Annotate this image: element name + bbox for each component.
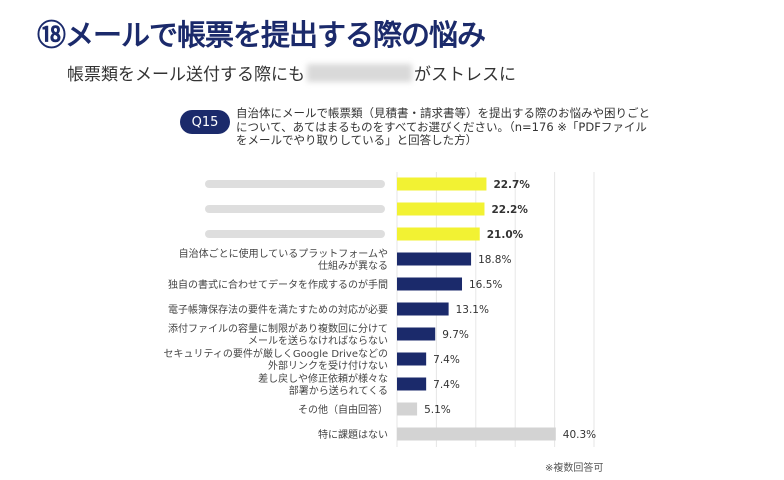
data-label: 40.3%: [563, 429, 596, 441]
data-label: 16.5%: [469, 279, 502, 291]
bar: [397, 177, 487, 191]
category-label: 独自の書式に合わせてデータを作成するのが手間: [168, 278, 388, 291]
category-label: 添付ファイルの容量に制限があり複数回に分けて: [168, 322, 388, 335]
data-label: 5.1%: [424, 404, 451, 416]
category-label: 自治体ごとに使用しているプラットフォームや: [179, 247, 388, 260]
data-label: 22.7%: [493, 179, 530, 191]
bar: [397, 352, 427, 366]
blurred-text: [307, 63, 412, 82]
page-subtitle: 帳票類をメール送付する際にも がストレスに: [67, 60, 516, 85]
category-label: 部署から送られてくる: [289, 384, 388, 397]
data-label: 7.4%: [433, 354, 460, 366]
data-label: 22.2%: [491, 204, 528, 216]
subtitle-after: がストレスに: [414, 65, 516, 85]
multiple-answer-note: ※複数回答可: [545, 463, 604, 474]
category-label: その他（自由回答）: [298, 403, 388, 416]
data-label: 9.7%: [442, 329, 469, 341]
blurred-category-label: [205, 230, 385, 238]
category-label: 仕組みが異なる: [318, 259, 388, 272]
bar: [397, 302, 449, 316]
category-label: セキュリティの要件が厳しくGoogle Driveなどの: [163, 347, 388, 360]
data-label: 18.8%: [478, 254, 511, 266]
bar: [397, 402, 418, 416]
question-badge: Q15: [180, 110, 230, 134]
page-title: ⑱メールで帳票を提出する際の悩み: [37, 18, 486, 52]
category-label: 特に課題はない: [318, 428, 388, 441]
bar: [397, 252, 472, 266]
category-label: 差し戻しや修正依頼が様々な: [258, 372, 388, 385]
bar: [397, 377, 427, 391]
data-label: 7.4%: [433, 379, 460, 391]
blurred-category-label: [205, 180, 385, 188]
category-label: 電子帳簿保存法の要件を満たすための対応が必要: [168, 303, 388, 316]
category-label: メールを送らなければならない: [248, 334, 388, 347]
blurred-category-label: [205, 205, 385, 213]
bar: [397, 327, 436, 341]
data-label: 13.1%: [456, 304, 489, 316]
question-text: 自治体にメールで帳票類（見積書・請求書等）を提出する際のお悩みや困りごとについて…: [236, 106, 650, 147]
bar: [397, 227, 480, 241]
data-label: 21.0%: [487, 229, 524, 241]
bar: [397, 427, 556, 441]
bar: [397, 277, 463, 291]
bar: [397, 202, 485, 216]
subtitle-before: 帳票類をメール送付する際にも: [67, 65, 305, 85]
category-label: 外部リンクを受け付けない: [268, 359, 388, 372]
